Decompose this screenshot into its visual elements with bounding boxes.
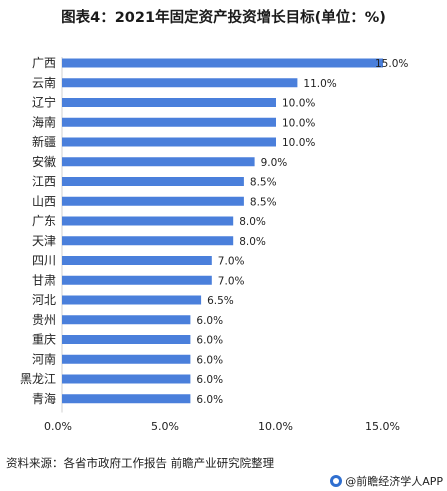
- category-label: 黑龙江: [20, 372, 56, 386]
- data-label: 7.0%: [218, 256, 245, 268]
- category-label: 河北: [32, 293, 56, 307]
- bar: [62, 196, 244, 206]
- data-label: 10.0%: [282, 98, 315, 110]
- source-note: 资料来源：各省市政府工作报告 前瞻产业研究院整理: [6, 456, 275, 470]
- data-label: 6.0%: [196, 374, 223, 386]
- brand-credit: @前瞻经济学人APP: [330, 473, 443, 489]
- x-tick-label: 10.0%: [258, 420, 293, 433]
- category-label: 重庆: [32, 333, 56, 347]
- category-label: 甘肃: [32, 273, 56, 287]
- bar: [62, 335, 191, 344]
- bar: [62, 216, 234, 226]
- data-label: 8.0%: [239, 236, 266, 248]
- data-label: 10.0%: [282, 137, 315, 149]
- category-label: 新疆: [32, 134, 56, 149]
- x-tick-label: 5.0%: [151, 420, 179, 433]
- category-label: 海南: [32, 114, 56, 129]
- data-label: 6.0%: [196, 335, 223, 347]
- bar: [62, 58, 383, 68]
- category-label: 江西: [32, 175, 56, 189]
- bar: [62, 394, 191, 404]
- bar: [62, 177, 244, 186]
- bar: [62, 256, 212, 265]
- bar: [62, 78, 298, 88]
- data-label: 10.0%: [282, 117, 315, 129]
- bar: [62, 236, 234, 246]
- bar: [62, 157, 255, 167]
- bar: [62, 98, 276, 107]
- category-label: 安徽: [32, 154, 56, 169]
- category-label: 贵州: [32, 313, 56, 327]
- data-label: 6.0%: [196, 315, 223, 327]
- data-label: 7.0%: [218, 275, 245, 287]
- bar: [62, 137, 276, 147]
- bar: [62, 354, 191, 364]
- bar: [62, 117, 276, 127]
- category-label: 云南: [32, 75, 56, 90]
- x-tick-label: 0.0%: [44, 420, 72, 433]
- data-label: 15.0%: [375, 58, 408, 70]
- bar: [62, 315, 191, 325]
- category-label: 四川: [32, 254, 56, 268]
- data-label: 8.0%: [239, 216, 266, 228]
- x-tick-label: 15.0%: [365, 420, 400, 433]
- category-label: 广西: [32, 56, 56, 70]
- data-label: 6.0%: [196, 394, 223, 406]
- bars-layer: 广西 15.0% 云南 11.0% 辽宁 10.0% 海南 10.0% 新疆 10.0% 安徽 9.0…: [20, 56, 408, 433]
- bar: [62, 275, 212, 285]
- data-label: 9.0%: [261, 157, 288, 169]
- data-label: 6.5%: [207, 295, 234, 307]
- category-label: 青海: [32, 391, 56, 406]
- category-label: 河南: [32, 351, 56, 366]
- brand-logo-icon: [330, 475, 343, 487]
- data-label: 8.5%: [250, 177, 277, 189]
- bar: [62, 374, 191, 384]
- category-label: 山西: [32, 194, 56, 208]
- category-label: 广东: [32, 214, 56, 228]
- category-label: 辽宁: [32, 95, 56, 110]
- data-label: 6.0%: [196, 354, 223, 366]
- chart-title: 图表4：2021年固定资产投资增长目标(单位：%): [61, 10, 386, 26]
- brand-text: @前瞻经济学人APP: [345, 475, 443, 488]
- data-label: 8.5%: [250, 196, 277, 208]
- category-label: 天津: [32, 234, 56, 248]
- data-label: 11.0%: [303, 78, 336, 90]
- bar: [62, 295, 202, 305]
